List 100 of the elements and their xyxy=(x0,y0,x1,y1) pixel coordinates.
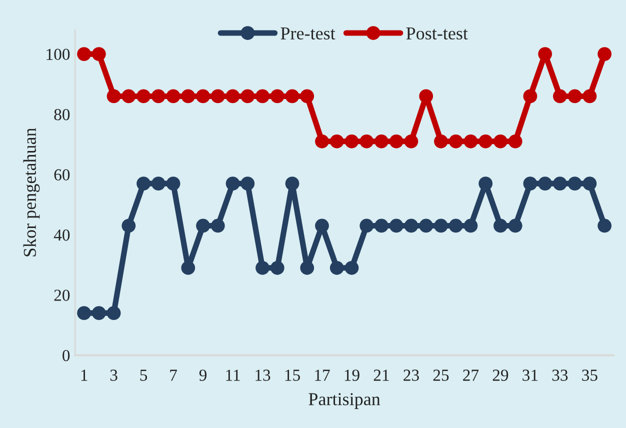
point xyxy=(256,260,270,275)
x-tick-label: 29 xyxy=(492,370,508,381)
point xyxy=(568,89,582,104)
point xyxy=(419,89,434,104)
x-tick-label: 33 xyxy=(552,370,568,381)
point xyxy=(552,89,567,104)
point xyxy=(404,134,418,148)
y-tick-label: 40 xyxy=(54,229,70,241)
point xyxy=(210,89,225,104)
point xyxy=(136,89,150,104)
point xyxy=(210,218,225,233)
x-tick-label: 1 xyxy=(81,370,88,381)
point xyxy=(389,218,404,233)
point xyxy=(181,89,196,104)
point xyxy=(122,218,136,233)
point xyxy=(77,47,91,61)
x-tick-label: 3 xyxy=(110,370,118,381)
x-axis-title: Partisipan xyxy=(308,393,380,409)
x-tick-label: 5 xyxy=(140,370,148,381)
point xyxy=(478,176,493,191)
x-tick-label: 15 xyxy=(285,370,300,381)
legend-label: Pre-test xyxy=(280,28,336,40)
y-tick-label: 20 xyxy=(54,290,70,301)
point xyxy=(434,218,448,233)
point xyxy=(508,218,522,233)
point xyxy=(552,176,567,191)
point xyxy=(464,134,478,148)
point xyxy=(300,89,314,104)
point xyxy=(226,89,240,104)
point xyxy=(196,89,210,104)
point xyxy=(256,89,270,104)
x-tick-label: 35 xyxy=(582,370,598,381)
x-tick-label: 9 xyxy=(199,370,206,381)
point xyxy=(240,89,255,104)
point xyxy=(448,218,463,233)
point xyxy=(404,218,418,233)
point xyxy=(478,134,493,148)
point xyxy=(330,260,344,275)
point xyxy=(106,306,121,320)
point xyxy=(538,176,552,191)
point xyxy=(151,176,166,191)
point xyxy=(151,89,166,104)
point xyxy=(270,260,284,275)
point xyxy=(240,176,255,191)
point xyxy=(448,134,463,148)
point xyxy=(300,260,314,275)
point xyxy=(464,218,478,233)
legend-label: Post-test xyxy=(406,28,468,40)
point xyxy=(582,89,597,104)
point xyxy=(181,260,196,275)
point xyxy=(285,176,300,191)
x-tick-label: 13 xyxy=(256,370,270,381)
y-tick-label: 60 xyxy=(54,169,70,180)
point xyxy=(166,176,180,191)
point xyxy=(315,134,329,148)
point xyxy=(136,176,150,191)
x-tick-label: 31 xyxy=(522,370,538,381)
point xyxy=(508,134,522,148)
x-tick-label: 19 xyxy=(344,370,360,381)
point xyxy=(360,218,374,233)
point xyxy=(285,89,300,104)
point xyxy=(389,134,404,148)
point xyxy=(434,134,448,148)
point xyxy=(344,260,359,275)
point xyxy=(419,218,434,233)
y-tick-label: 80 xyxy=(54,108,70,120)
point xyxy=(106,89,121,104)
point xyxy=(374,218,388,233)
point xyxy=(330,134,344,148)
point xyxy=(494,218,508,233)
point xyxy=(122,89,136,104)
x-tick-label: 17 xyxy=(315,370,330,381)
point xyxy=(568,176,582,191)
point xyxy=(344,134,359,148)
point xyxy=(360,134,374,148)
x-tick-label: 21 xyxy=(374,370,389,381)
point xyxy=(538,47,552,61)
x-tick-label: 11 xyxy=(226,370,240,381)
point xyxy=(598,47,612,61)
point xyxy=(582,176,597,191)
x-tick-label: 23 xyxy=(404,370,419,381)
y-axis-title: Skor pengetahuan xyxy=(23,128,40,256)
y-tick-label: 100 xyxy=(46,48,70,60)
x-tick-label: 7 xyxy=(170,370,177,381)
point xyxy=(77,306,91,320)
point xyxy=(315,218,329,233)
point xyxy=(494,134,508,148)
point xyxy=(598,218,612,233)
x-tick-label: 27 xyxy=(463,370,479,381)
point xyxy=(374,134,388,148)
point xyxy=(196,218,210,233)
point xyxy=(92,306,106,320)
x-tick-label: 25 xyxy=(433,370,449,381)
point xyxy=(226,176,240,191)
point xyxy=(523,89,538,104)
point xyxy=(270,89,284,104)
point xyxy=(92,47,106,61)
point xyxy=(523,176,538,191)
y-tick-label: 0 xyxy=(62,350,70,362)
point xyxy=(166,89,180,104)
